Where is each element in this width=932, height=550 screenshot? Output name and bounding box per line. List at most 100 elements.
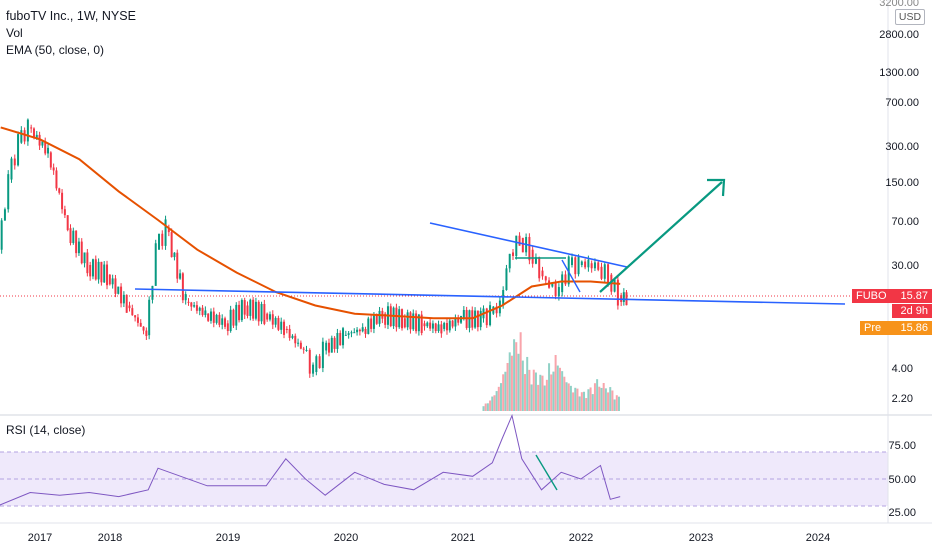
candle-body — [26, 119, 29, 142]
candle-body — [460, 315, 463, 323]
candle-body — [136, 317, 139, 323]
y-tick: 150.00 — [885, 177, 919, 189]
candle-body — [443, 322, 446, 329]
candle-body — [336, 332, 339, 349]
volume-bar — [615, 395, 618, 411]
volume-legend[interactable]: Vol — [6, 26, 23, 40]
candle-body — [91, 259, 94, 277]
candle-body — [125, 294, 128, 313]
arrow-head[interactable] — [707, 178, 726, 197]
candle-body — [584, 261, 587, 268]
candle-body — [61, 192, 64, 210]
candle-body — [333, 337, 336, 349]
rsi-trendline[interactable] — [535, 454, 558, 491]
candle-body — [209, 311, 212, 321]
candle-body — [229, 309, 232, 331]
candle-body — [17, 134, 20, 166]
y-tick: 4.00 — [892, 363, 913, 375]
volume-bar — [508, 352, 511, 411]
candle-body — [312, 364, 315, 374]
candle-body — [567, 256, 570, 285]
candle-body — [347, 333, 350, 335]
candle-body — [139, 322, 142, 327]
candle-body — [77, 241, 80, 254]
candle-body — [574, 257, 577, 275]
candle-body — [448, 320, 451, 331]
candle-body — [280, 321, 283, 330]
candle-body — [561, 274, 564, 293]
volume-bar — [598, 386, 601, 411]
x-tick: 2017 — [28, 532, 52, 544]
ema-legend[interactable]: EMA (50, close, 0) — [6, 43, 105, 57]
candle-body — [134, 315, 137, 318]
candle-body — [440, 324, 443, 334]
candle-body — [327, 342, 330, 353]
candle-body — [122, 294, 125, 304]
candle-body — [590, 263, 593, 269]
candle-body — [350, 332, 353, 334]
candle-body — [190, 302, 193, 307]
candle-body — [406, 312, 409, 328]
pattern-line[interactable] — [561, 259, 581, 293]
candle-body — [434, 323, 437, 332]
volume-bar — [548, 363, 551, 411]
candle-body — [3, 209, 6, 221]
volume-bar — [524, 374, 527, 411]
lower-trendline[interactable] — [134, 288, 846, 305]
currency-badge[interactable]: USD — [895, 9, 925, 25]
candle-body — [204, 310, 207, 316]
candle-body — [474, 310, 477, 328]
candle-body — [148, 299, 151, 336]
candle-body — [55, 170, 58, 189]
candle-body — [417, 314, 420, 332]
arrow-shaft[interactable] — [599, 181, 723, 293]
candle-body — [451, 320, 454, 327]
candle-body — [415, 313, 418, 332]
candle-body — [367, 318, 370, 334]
candle-body — [184, 294, 187, 301]
countdown-tag: 2d 9h — [892, 304, 932, 318]
volume-bar — [539, 374, 542, 411]
candle-body — [195, 305, 198, 311]
rsi-tick: 50.00 — [888, 474, 916, 486]
volume-bar — [617, 396, 620, 411]
candle-body — [551, 282, 554, 287]
candle-body — [420, 314, 423, 334]
candle-body — [83, 252, 86, 264]
volume-bar — [510, 355, 513, 411]
rsi-legend[interactable]: RSI (14, close) — [6, 423, 86, 437]
volume-bar — [515, 342, 518, 411]
candle-body — [212, 311, 215, 323]
candle-body — [161, 233, 164, 246]
candle-body — [571, 257, 573, 265]
candle-body — [198, 307, 201, 311]
candle-body — [263, 303, 266, 324]
candle-body — [232, 309, 235, 326]
volume-bar — [554, 355, 557, 411]
candle-body — [457, 318, 460, 323]
candle-body — [226, 323, 229, 331]
candle-body — [142, 326, 145, 331]
candle-body — [187, 301, 190, 303]
upper-trendline[interactable] — [429, 222, 628, 268]
candle-body — [44, 141, 47, 154]
volume-bar — [489, 400, 492, 411]
y-tick: 2800.00 — [879, 29, 919, 41]
volume-bar — [528, 369, 531, 411]
candle-body — [257, 301, 260, 322]
candle-body — [167, 228, 170, 233]
volume-bar — [585, 398, 588, 411]
candle-body — [288, 328, 291, 338]
y-tick: 300.00 — [885, 141, 919, 153]
candle-body — [254, 301, 257, 319]
candle-body — [128, 305, 131, 309]
volume-bar — [569, 385, 572, 411]
volume-bar — [541, 375, 544, 411]
price-candles — [0, 118, 628, 378]
volume-bar — [513, 339, 516, 411]
candle-body — [593, 262, 596, 269]
candle-body — [485, 308, 488, 326]
volume-bar — [583, 391, 586, 411]
x-tick: 2022 — [569, 532, 593, 544]
candle-body — [224, 318, 227, 327]
